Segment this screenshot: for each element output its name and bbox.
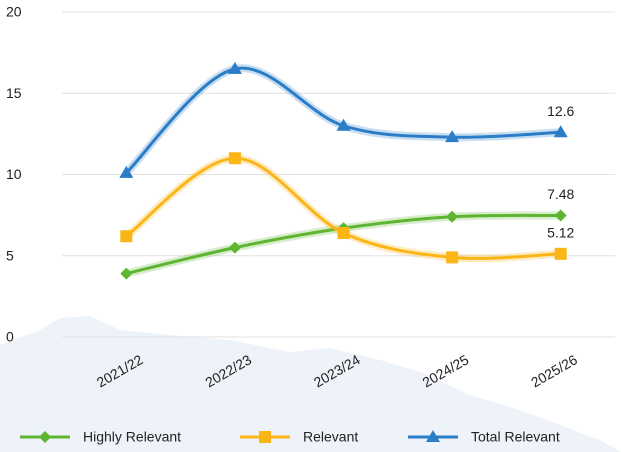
- marker: [446, 251, 458, 263]
- y-tick-label: 15: [6, 85, 22, 101]
- marker: [120, 230, 132, 242]
- marker: [229, 152, 241, 164]
- data-label: 7.48: [547, 186, 574, 202]
- legend-label: Relevant: [303, 429, 358, 445]
- y-tick-label: 10: [6, 166, 22, 182]
- legend-label: Highly Relevant: [83, 429, 181, 445]
- data-label: 12.6: [547, 103, 574, 119]
- chart: 051015202021/222022/232023/242024/252025…: [0, 0, 621, 452]
- marker: [555, 209, 567, 221]
- marker: [338, 227, 350, 239]
- line-glow: [126, 158, 560, 258]
- data-label: 5.12: [547, 225, 574, 241]
- legend-label: Total Relevant: [471, 429, 560, 445]
- y-tick-label: 20: [6, 4, 22, 20]
- y-tick-label: 0: [6, 329, 14, 345]
- marker: [259, 431, 271, 443]
- x-tick-label: 2025/26: [528, 351, 580, 390]
- y-tick-label: 5: [6, 247, 14, 263]
- marker: [555, 248, 567, 260]
